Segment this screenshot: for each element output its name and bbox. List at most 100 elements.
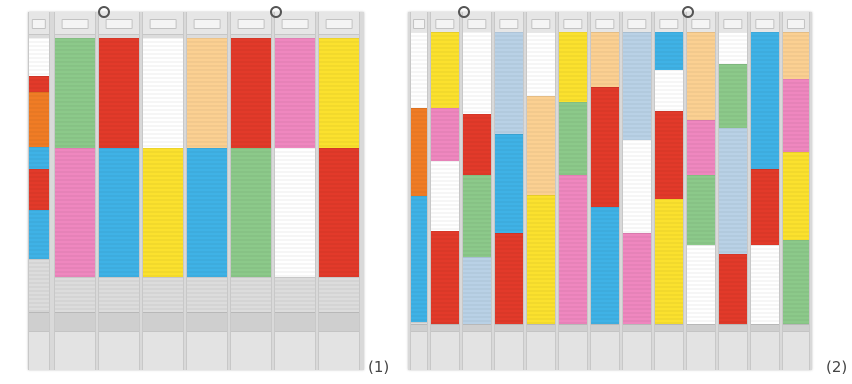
card-block-peach [687,32,715,121]
hanging-ring-icon [270,6,282,18]
card-block-white [29,38,49,77]
column-tray [55,312,95,333]
board-1-column [274,12,316,370]
card-block-white [623,140,651,234]
column-base [591,331,619,370]
column-base [187,331,227,370]
board-1-column [54,12,96,370]
board-1-column [230,12,272,370]
column-label-tag [31,19,47,29]
column-base [319,331,359,370]
planning-board-2 [408,6,812,370]
card-block-lightblue [495,32,523,135]
column-base [463,331,491,370]
card-block-white [719,32,747,65]
column-label-tag [149,19,177,29]
column-header [783,12,809,35]
card-block-green [55,38,95,149]
column-header [231,12,271,35]
card-block-red [319,148,359,278]
column-label-tag [281,19,309,29]
card-block-pink [55,148,95,278]
column-tray [231,312,271,333]
column-label-tag [691,19,711,29]
column-label-tag [105,19,133,29]
column-tray [527,324,555,333]
card-block-orange [29,92,49,148]
card-block-white [411,32,427,109]
card-block-blue [29,147,49,170]
column-header [275,12,315,35]
card-block-gray [231,277,271,314]
column-label-tag [755,19,775,29]
card-block-red [655,111,683,200]
card-block-lightblue [719,128,747,255]
board-1-column [142,12,184,370]
panel-label-1: (1) [368,358,390,376]
card-block-peach [783,32,809,80]
card-block-red [99,38,139,149]
card-block-green [783,240,809,326]
column-header [187,12,227,35]
column-tray [143,312,183,333]
column-base [231,331,271,370]
column-label-tag [499,19,519,29]
card-block-peach [187,38,227,149]
column-base [687,331,715,370]
column-base [495,331,523,370]
card-block-gray [99,277,139,314]
column-tray [719,324,747,333]
column-tray [495,324,523,333]
board-1-column [98,12,140,370]
board-2-column [430,12,460,370]
board-1-column [186,12,228,370]
column-label-tag [467,19,487,29]
card-block-white [751,245,779,325]
column-base [783,331,809,370]
column-base [623,331,651,370]
column-tray [99,312,139,333]
card-block-white [143,38,183,149]
column-label-tag [531,19,551,29]
column-label-tag [413,19,425,29]
board-2-column [410,12,428,370]
column-base [99,331,139,370]
hanging-ring-icon [458,6,470,18]
card-block-yellow [527,195,555,324]
card-block-pink [623,233,651,325]
column-tray [411,324,427,333]
card-block-blue [655,32,683,71]
board-2-column [558,12,588,370]
card-block-pink [275,38,315,149]
card-block-red [231,38,271,149]
card-block-red [431,231,459,325]
column-tray [463,324,491,333]
column-tray [591,324,619,333]
board-2-column [686,12,716,370]
column-tray [559,324,587,333]
card-block-lightblue [463,257,491,325]
card-block-blue [29,210,49,260]
card-block-white [655,70,683,112]
card-block-gray [29,259,49,312]
card-block-pink [431,108,459,162]
card-block-yellow [559,32,587,103]
card-block-pink [559,175,587,325]
column-tray [751,324,779,333]
column-header [143,12,183,35]
card-block-gray [319,277,359,314]
card-block-orange [411,108,427,197]
column-tray [623,324,651,333]
card-block-red [463,114,491,176]
hanging-ring-icon [98,6,110,18]
board-2-column [590,12,620,370]
card-block-red [719,254,747,325]
card-block-red [29,76,49,93]
card-block-white [431,161,459,232]
planning-board-1 [28,6,364,370]
card-block-green [687,175,715,246]
card-block-red [591,87,619,208]
column-label-tag [563,19,583,29]
card-block-white [463,32,491,115]
column-tray [275,312,315,333]
